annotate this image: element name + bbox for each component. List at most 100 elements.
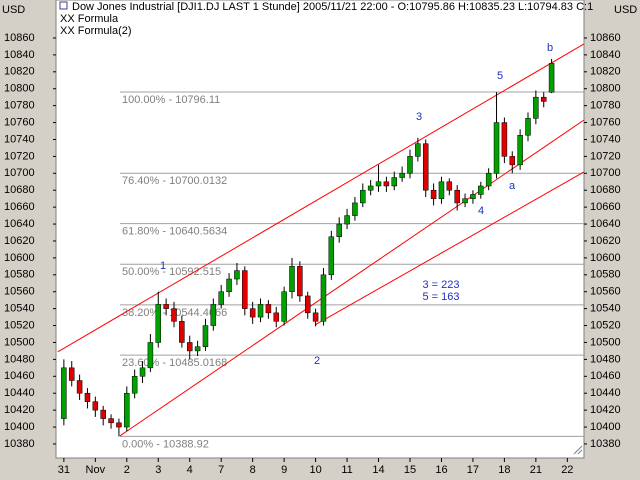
candle-body (202, 325, 209, 347)
y-tick-label: 10720 (590, 150, 621, 162)
y-tick-label: 10480 (4, 353, 35, 365)
candle-body (186, 342, 193, 352)
candle-body (360, 189, 366, 204)
annotation: 3 = 223 (422, 279, 459, 291)
y-tick-label: 10680 (590, 184, 621, 196)
candle-body (76, 380, 83, 394)
candle-body (84, 392, 91, 402)
y-tick-label: 10460 (590, 370, 621, 382)
candle-body (462, 198, 468, 204)
y-tick-label: 10800 (590, 83, 621, 95)
annotation: 5 = 163 (422, 291, 459, 303)
y-tick-label: 10600 (4, 252, 35, 264)
candle-body (289, 266, 295, 292)
y-tick-label: 10420 (4, 404, 35, 416)
candle-body (265, 304, 272, 314)
x-tick-label: 16 (435, 464, 447, 476)
y-tick-label: 10800 (4, 83, 35, 95)
candle-body (163, 304, 169, 309)
x-tick-label: 17 (467, 464, 479, 476)
y-tick-label: 10860 (4, 32, 35, 44)
candle-body (415, 143, 421, 157)
y-tick-label: 10500 (590, 336, 621, 348)
candle-body (407, 156, 413, 174)
trend-line (119, 119, 585, 437)
candle-body (328, 236, 335, 276)
candle-body (540, 96, 547, 102)
fib-label: 100.00% - 10796.11 (122, 94, 220, 106)
y-tick-label: 10580 (590, 269, 621, 281)
x-tick-label: 31 (58, 464, 70, 476)
y-tick-label: 10520 (590, 319, 621, 331)
y-tick-label: 10620 (4, 235, 35, 247)
candle-body (304, 295, 311, 314)
candle-body (179, 321, 185, 343)
y-tick-label: 10660 (590, 201, 621, 213)
candle-body (218, 291, 224, 305)
y-tick-label: 10420 (590, 404, 621, 416)
candle-body (344, 215, 350, 225)
candle-body (375, 181, 382, 187)
y-tick-label: 10640 (4, 218, 35, 230)
candle-body (234, 270, 240, 280)
candle-body (446, 181, 453, 191)
y-tick-label: 10840 (4, 49, 35, 61)
x-tick-label: 3 (155, 464, 161, 476)
fib-label: 0.00% - 10388.92 (122, 438, 209, 450)
y-tick-label: 10480 (590, 353, 621, 365)
y-tick-label: 10620 (590, 235, 621, 247)
annotation: 1 (160, 260, 166, 272)
y-tick-label: 10520 (4, 319, 35, 331)
y-tick-label: 10560 (590, 286, 621, 298)
candle-body (61, 367, 67, 419)
candle-body (108, 418, 114, 424)
candle-body (454, 189, 460, 204)
y-tick-label: 10400 (4, 421, 35, 433)
candle-body (525, 118, 531, 136)
candle-body (139, 367, 146, 377)
candle-body (533, 96, 539, 119)
resize-grip (573, 445, 583, 455)
y-tick-label: 10780 (590, 100, 621, 112)
candle-body (517, 134, 523, 166)
y-tick-label: 10400 (590, 421, 621, 433)
candle-body (147, 342, 154, 369)
candle-body (194, 346, 201, 352)
chart-title: Dow Jones Industrial [DJI1.DJ LAST 1 Stu… (72, 1, 593, 13)
legend-entry: XX Formula (60, 13, 119, 25)
candle-body (297, 266, 303, 297)
fib-label: 23.60% - 10485.0168 (122, 357, 227, 369)
x-tick-label: 21 (530, 464, 542, 476)
y-tick-label: 10780 (4, 100, 35, 112)
y-tick-label: 10860 (590, 32, 621, 44)
candle-body (383, 181, 390, 187)
candle-body (438, 181, 445, 199)
y-tick-label: 10820 (590, 66, 621, 78)
y-tick-label: 10380 (4, 438, 35, 450)
fib-label: 61.80% - 10640.5634 (122, 225, 227, 237)
y-tick-label: 10760 (590, 116, 621, 128)
candle-body (312, 312, 319, 322)
candle-body (242, 270, 248, 309)
x-tick-label: 4 (187, 464, 193, 476)
legend-entry: XX Formula(2) (60, 25, 132, 37)
candle-body (352, 202, 358, 216)
candle-body (273, 312, 280, 322)
y-tick-label: 10600 (590, 252, 621, 264)
y-tick-label: 10760 (4, 116, 35, 128)
y-tick-label: 10440 (590, 387, 621, 399)
candle-body (391, 177, 398, 187)
y-tick-label: 10560 (4, 286, 35, 298)
candle-body (470, 194, 476, 199)
annotation: 4 (478, 205, 484, 217)
candle-body (430, 189, 437, 199)
annotation: 3 (416, 111, 422, 123)
y-unit-right: USD (614, 4, 637, 16)
candle-body (100, 409, 106, 419)
x-tick-label: 8 (250, 464, 256, 476)
title-icon (59, 1, 68, 10)
y-tick-label: 10540 (590, 303, 621, 315)
candle-body (485, 173, 492, 187)
